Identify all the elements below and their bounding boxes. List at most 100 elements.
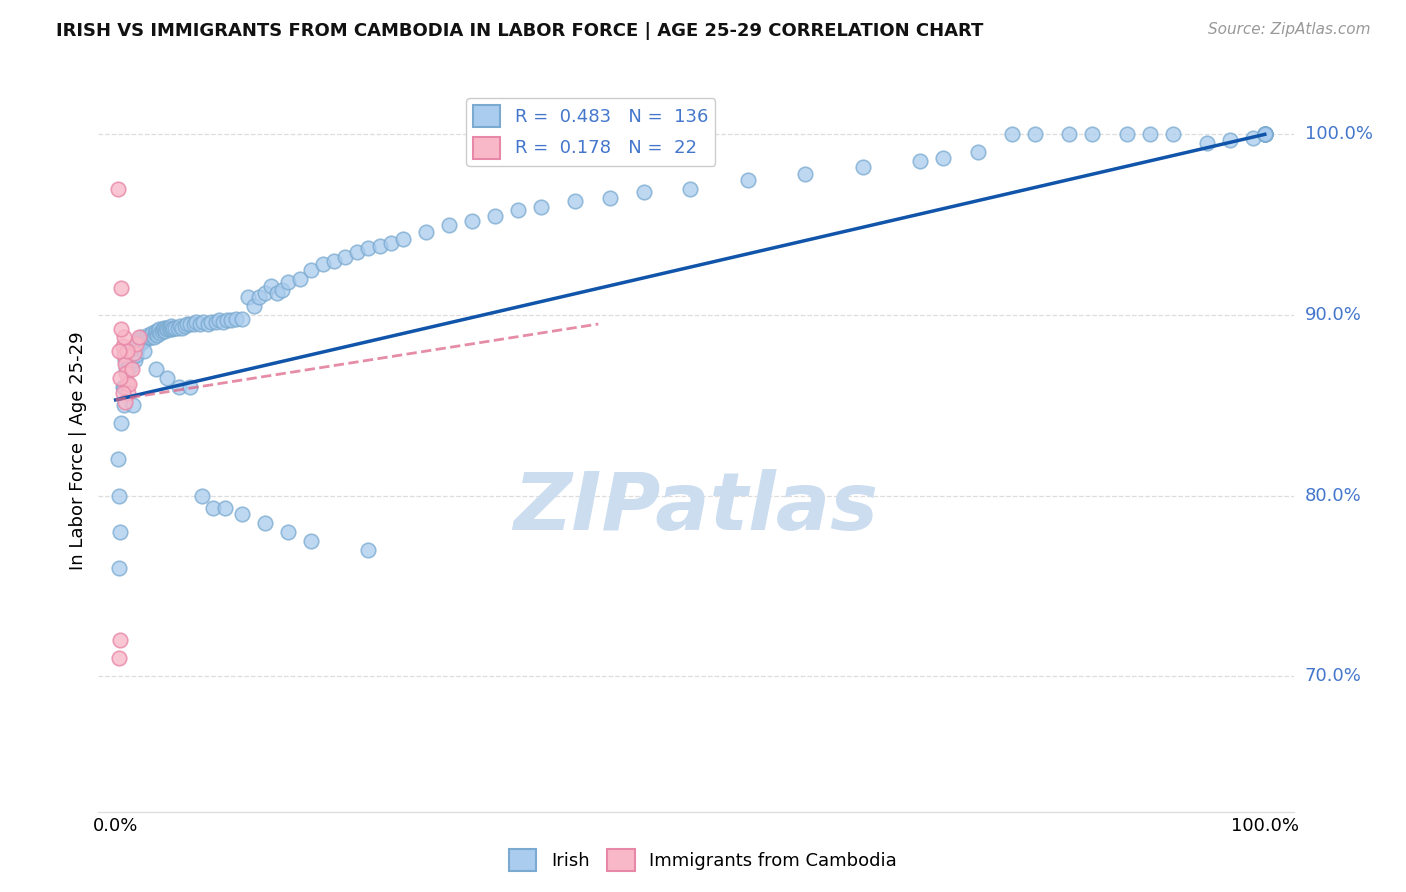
Point <box>254 516 277 530</box>
Point <box>219 313 242 327</box>
Point <box>236 290 259 304</box>
Point <box>141 326 163 340</box>
Point <box>155 320 177 334</box>
Point <box>184 315 207 329</box>
Point <box>115 344 138 359</box>
Point <box>122 346 145 360</box>
Point <box>1024 128 1046 142</box>
Point <box>128 329 150 343</box>
Point <box>1059 128 1081 142</box>
Point <box>115 376 138 391</box>
Point <box>115 366 138 380</box>
Point <box>157 320 180 334</box>
Point <box>159 318 181 333</box>
Point <box>111 385 134 400</box>
Point <box>167 380 190 394</box>
Text: 70.0%: 70.0% <box>1305 667 1361 685</box>
Point <box>112 348 135 362</box>
Text: 90.0%: 90.0% <box>1305 306 1361 324</box>
Point <box>108 344 131 359</box>
Point <box>1115 128 1137 142</box>
Point <box>461 214 484 228</box>
Point <box>1001 128 1024 142</box>
Point <box>277 524 299 539</box>
Point <box>107 181 129 195</box>
Legend: Irish, Immigrants from Cambodia: Irish, Immigrants from Cambodia <box>502 842 904 879</box>
Point <box>908 154 931 169</box>
Point <box>114 357 136 371</box>
Point <box>145 362 167 376</box>
Point <box>564 194 586 209</box>
Point <box>118 353 141 368</box>
Point <box>183 317 205 331</box>
Point <box>108 651 131 665</box>
Point <box>179 317 201 331</box>
Point <box>107 452 129 467</box>
Point <box>392 232 415 246</box>
Point <box>118 376 141 391</box>
Point <box>172 320 194 334</box>
Point <box>117 385 139 400</box>
Point <box>152 322 174 336</box>
Point <box>122 348 145 362</box>
Point <box>277 276 299 290</box>
Point <box>128 333 150 347</box>
Point <box>114 353 136 368</box>
Point <box>633 185 655 199</box>
Point <box>110 524 132 539</box>
Point <box>204 315 226 329</box>
Point <box>1139 128 1161 142</box>
Point <box>110 322 132 336</box>
Point <box>966 145 988 160</box>
Point <box>266 286 288 301</box>
Point <box>122 341 145 355</box>
Point <box>737 172 759 186</box>
Point <box>117 362 139 376</box>
Point <box>299 262 322 277</box>
Point <box>112 398 135 412</box>
Point <box>271 283 294 297</box>
Point <box>134 333 156 347</box>
Point <box>145 324 167 338</box>
Point <box>110 371 132 385</box>
Point <box>214 501 236 516</box>
Point <box>111 339 134 353</box>
Point <box>323 253 346 268</box>
Point <box>176 317 198 331</box>
Text: Source: ZipAtlas.com: Source: ZipAtlas.com <box>1208 22 1371 37</box>
Point <box>135 331 157 345</box>
Legend: R =  0.483   N =  136, R =  0.178   N =  22: R = 0.483 N = 136, R = 0.178 N = 22 <box>465 98 716 166</box>
Point <box>125 348 148 362</box>
Point <box>368 239 391 253</box>
Point <box>149 326 172 340</box>
Point <box>200 315 222 329</box>
Point <box>1254 128 1277 142</box>
Point <box>162 320 184 334</box>
Point <box>138 331 160 345</box>
Point <box>211 315 233 329</box>
Point <box>148 324 170 338</box>
Point <box>217 313 239 327</box>
Point <box>247 290 270 304</box>
Point <box>852 160 875 174</box>
Point <box>357 241 380 255</box>
Point <box>121 362 143 376</box>
Y-axis label: In Labor Force | Age 25-29: In Labor Force | Age 25-29 <box>69 331 87 570</box>
Point <box>115 362 138 376</box>
Point <box>231 507 253 521</box>
Point <box>202 501 225 516</box>
Point <box>197 317 219 331</box>
Point <box>153 320 176 334</box>
Point <box>260 279 283 293</box>
Point <box>143 326 166 340</box>
Point <box>139 329 162 343</box>
Point <box>1219 133 1241 147</box>
Point <box>127 341 149 355</box>
Point <box>169 318 191 333</box>
Point <box>208 313 231 327</box>
Point <box>121 351 143 366</box>
Point <box>115 344 138 359</box>
Point <box>1161 128 1184 142</box>
Point <box>136 327 159 342</box>
Point <box>254 286 277 301</box>
